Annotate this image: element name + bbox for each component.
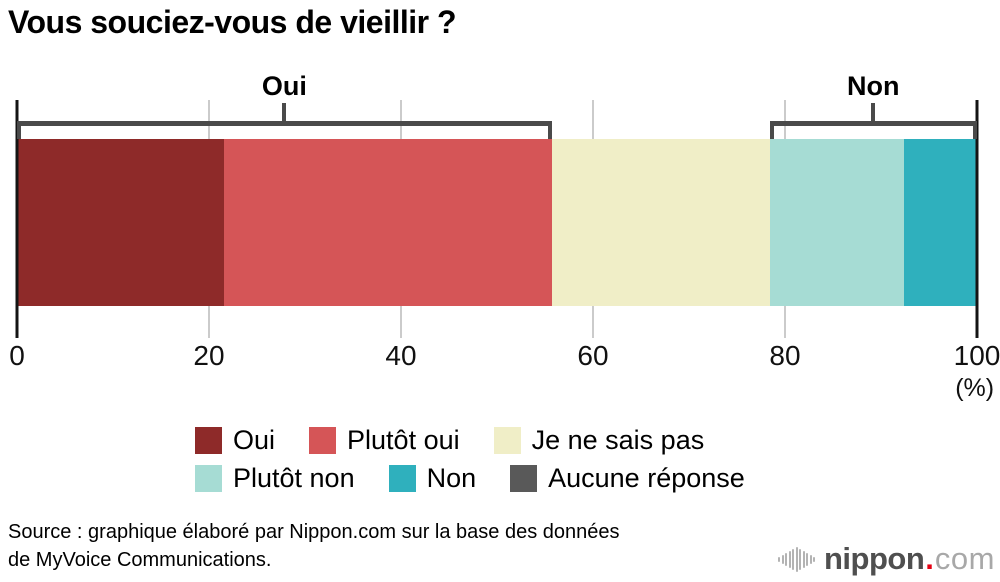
legend-label: Plutôt oui — [347, 425, 460, 455]
bracket-oui: Oui — [17, 71, 552, 139]
logo-tld: com — [934, 541, 995, 576]
plot-area: Oui Non 0 20 40 60 80 100 (%) — [9, 71, 1000, 402]
nippon-com-logo: nippon. com — [778, 541, 995, 577]
source-line-1: Source : graphique élaboré par Nippon.co… — [8, 521, 620, 543]
logo-wordmark: nippon — [824, 541, 925, 576]
bar-segment — [904, 139, 977, 306]
bar-segment — [17, 139, 225, 306]
stacked-bar — [17, 139, 977, 306]
tick-label: 40 — [385, 340, 417, 371]
legend-swatch-icon — [309, 427, 337, 454]
logo-dot: . — [925, 541, 934, 576]
axis-line — [975, 100, 979, 338]
legend-swatch-icon — [195, 465, 222, 492]
legend-item: Plutôt non — [195, 464, 355, 493]
legend-item: Non — [388, 463, 477, 493]
tick-label: 20 — [193, 340, 225, 371]
legend-label: Oui — [233, 425, 276, 455]
axis-line — [15, 100, 19, 338]
soundwave-icon — [778, 544, 815, 574]
legend-swatch-icon — [493, 427, 521, 454]
bracket-stem-icon — [871, 103, 876, 122]
source-note: Source : graphique élaboré par Nippon.co… — [8, 518, 620, 574]
legend-item: Plutôt oui — [309, 426, 460, 455]
axis-unit-label: (%) — [955, 374, 995, 402]
legend-label: Je ne sais pas — [531, 425, 705, 455]
tick-label: 60 — [577, 340, 609, 371]
legend-label: Plutôt non — [233, 463, 355, 493]
legend-swatch-icon — [388, 465, 416, 492]
bracket-stem-icon — [282, 103, 287, 122]
bracket-label: Oui — [261, 71, 307, 101]
legend-item: Je ne sais pas — [493, 425, 705, 455]
legend-item: Aucune réponse — [510, 464, 745, 493]
page-title: Vous souciez-vous de vieillir ? — [8, 4, 457, 40]
source-line-2: de MyVoice Communications. — [8, 549, 272, 571]
legend-item: Oui — [195, 426, 275, 455]
legend-row: Plutôt non Non Aucune réponse — [195, 464, 745, 493]
bracket-label: Non — [847, 71, 900, 101]
legend-label: Non — [426, 463, 477, 493]
legend: Oui Plutôt oui Je ne sais pas Plutôt non Non… — [195, 426, 745, 493]
bracket-non: Non — [769, 71, 977, 139]
legend-row: Oui Plutôt oui Je ne sais pas — [195, 426, 745, 455]
bar-segment — [769, 139, 905, 306]
legend-swatch-icon — [510, 465, 538, 492]
tick-label: 80 — [769, 340, 801, 371]
legend-swatch-icon — [195, 427, 222, 454]
tick-label: 100 — [953, 340, 1000, 371]
tick-label: 0 — [9, 340, 25, 371]
legend-label: Aucune réponse — [548, 463, 745, 493]
bar-segment — [224, 139, 552, 306]
bar-segment — [551, 139, 770, 306]
